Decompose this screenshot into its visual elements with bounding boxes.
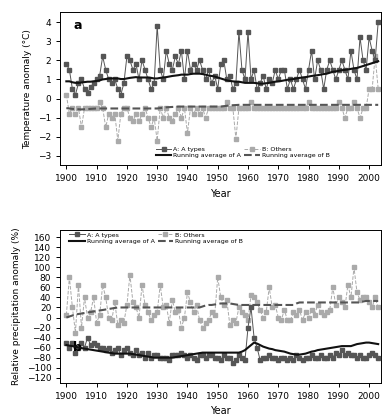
- Legend: A: A types, Running average of A, B: Others, Running average of B: A: A types, Running average of A, B: Oth…: [153, 144, 332, 161]
- X-axis label: Year: Year: [210, 189, 231, 199]
- Text: b: b: [73, 342, 82, 354]
- Text: a: a: [73, 19, 82, 32]
- Y-axis label: Temperature anomaly (°C): Temperature anomaly (°C): [23, 29, 32, 149]
- Y-axis label: Relative precipitation anomaly (%): Relative precipitation anomaly (%): [12, 228, 21, 385]
- X-axis label: Year: Year: [210, 406, 231, 416]
- Legend: A: A types, Running average of A, B: Others, Running average of B: A: A types, Running average of A, B: Oth…: [67, 230, 245, 247]
